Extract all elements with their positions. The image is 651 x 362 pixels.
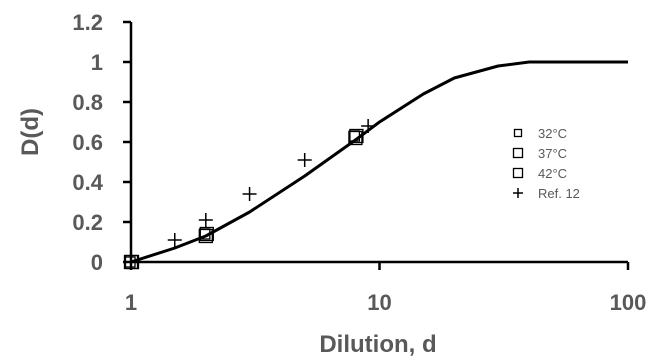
data-point [124,254,140,270]
legend-label: 32°C [538,126,567,141]
y-tick-label: 0.2 [72,210,103,235]
legend-marker [513,188,523,198]
y-tick-label: 0.6 [72,130,103,155]
legend-marker [512,167,524,179]
x-tick-label: 100 [610,290,647,315]
data-point [198,228,213,244]
legend-marker [513,128,523,138]
x-axis-title: Dilution, d [319,331,436,358]
x-tick-label: 1 [125,290,137,315]
data-point [297,153,312,167]
data-point [349,128,364,144]
y-axis: 0 0.2 0.4 0.6 0.8 1 1.2 [72,10,133,275]
legend: 32°C 37°C 42°C Ref. 12 [512,126,580,201]
data-point [242,187,257,201]
data-point [198,213,213,227]
y-tick-label: 0 [91,250,103,275]
legend-label: 42°C [538,166,567,181]
y-axis-title: D(d) [17,108,44,156]
y-tick-label: 1.2 [72,10,103,35]
y-tick-label: 0.8 [72,90,103,115]
y-tick-label: 0.4 [72,170,103,195]
legend-marker [512,147,524,159]
x-axis: 1 10 100 [125,260,647,315]
fit-curve-line [130,60,628,264]
x-tick-label: 10 [367,290,391,315]
plot-area [123,60,628,270]
data-point [199,226,214,242]
legend-label: 37°C [538,146,567,161]
data-point [167,233,182,247]
data-point [348,130,363,146]
data-point [361,119,376,133]
y-tick-label: 1 [91,50,103,75]
legend-label: Ref. 12 [538,186,580,201]
